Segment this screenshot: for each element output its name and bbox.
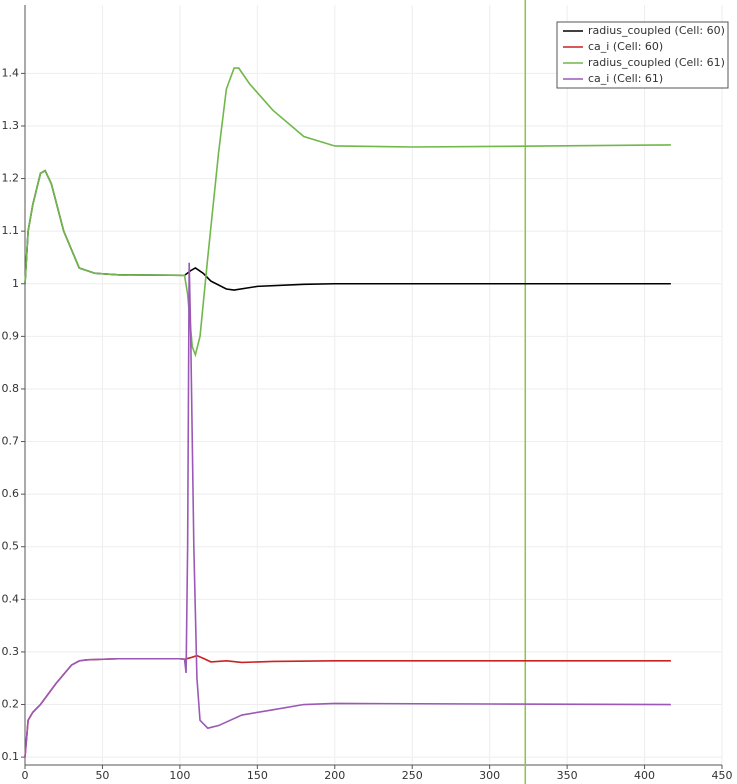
x-tick-label: 300 — [479, 769, 500, 782]
y-tick-label: 0.1 — [2, 750, 20, 763]
legend-label: radius_coupled (Cell: 61) — [588, 56, 725, 69]
y-tick-label: 1.1 — [2, 224, 20, 237]
y-tick-label: 0.2 — [2, 698, 20, 711]
y-tick-label: 0.3 — [2, 645, 20, 658]
series-line — [24, 262, 671, 758]
x-tick-label: 450 — [712, 769, 733, 782]
series-line — [24, 67, 671, 358]
legend-label: radius_coupled (Cell: 60) — [588, 24, 725, 37]
y-tick-label: 0.7 — [2, 435, 20, 448]
legend-label: ca_i (Cell: 60) — [588, 40, 663, 53]
y-tick-label: 0.8 — [2, 382, 20, 395]
y-tick-label: 0.6 — [2, 487, 20, 500]
y-tick-label: 1.2 — [2, 172, 20, 185]
y-tick-label: 0.4 — [2, 592, 20, 605]
x-tick-label: 350 — [557, 769, 578, 782]
x-tick-label: 150 — [247, 769, 268, 782]
x-tick-label: 100 — [169, 769, 190, 782]
y-tick-label: 1.3 — [2, 119, 20, 132]
x-tick-label: 250 — [402, 769, 423, 782]
y-tick-label: 1 — [12, 277, 19, 290]
series-line — [24, 169, 671, 291]
x-tick-label: 400 — [634, 769, 655, 782]
x-tick-label: 200 — [324, 769, 345, 782]
x-tick-label: 50 — [95, 769, 109, 782]
y-tick-label: 1.4 — [2, 66, 20, 79]
legend-box — [556, 21, 729, 89]
series-line — [24, 654, 671, 758]
legend-label: ca_i (Cell: 61) — [588, 72, 663, 85]
y-tick-label: 0.5 — [2, 540, 20, 553]
x-tick-label: 0 — [22, 769, 29, 782]
y-tick-label: 0.9 — [2, 329, 20, 342]
